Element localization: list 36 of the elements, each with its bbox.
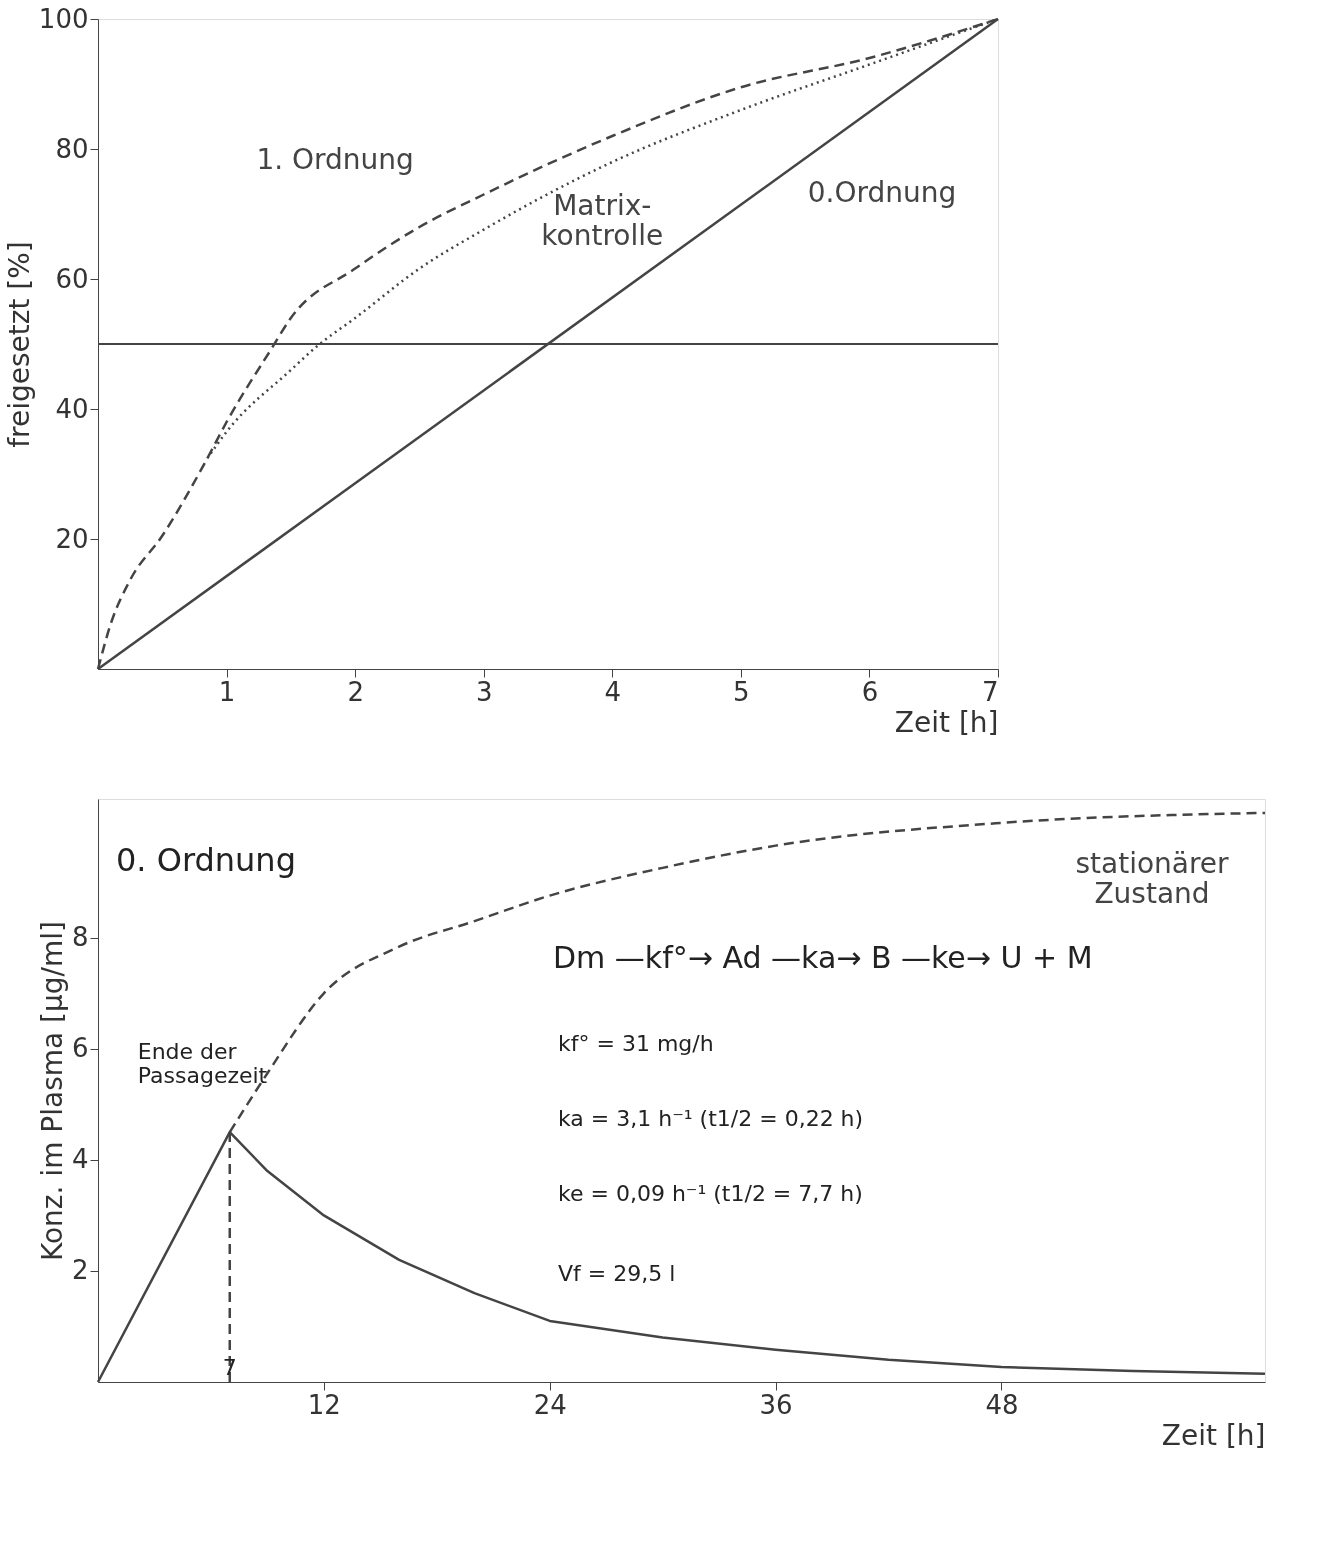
series-label: stationärer Zustand [1075, 846, 1230, 910]
x-tick-label: 1 [218, 676, 236, 707]
x-tick-label: 7 [981, 676, 999, 707]
y-tick-label: 80 [55, 133, 89, 164]
x-axis-title: Zeit [h] [894, 705, 999, 739]
y-tick-label: 20 [55, 523, 89, 554]
x-tick-label: 5 [733, 676, 750, 707]
annotation: ke = 0,09 h⁻¹ (t1/2 = 7,7 h) [558, 1181, 863, 1206]
x-tick-label: 2 [347, 676, 364, 707]
annotation: 7 [222, 1355, 237, 1380]
y-axis-title: freigesetzt [%] [2, 241, 36, 448]
x-tick-label: 24 [533, 1389, 567, 1420]
y-tick-label: 100 [38, 3, 89, 34]
annotation: Vf = 29,5 l [558, 1261, 676, 1286]
x-tick-label: 4 [604, 676, 622, 707]
y-tick-label: 6 [71, 1033, 89, 1064]
x-axis-title: Zeit [h] [1161, 1418, 1266, 1452]
x-tick-label: 36 [759, 1389, 793, 1420]
annotation: ka = 3,1 h⁻¹ (t1/2 = 0,22 h) [558, 1106, 864, 1131]
annotation: 0. Ordnung [116, 841, 296, 879]
y-tick-label: 40 [55, 393, 89, 424]
series-label: 1. Ordnung [256, 142, 414, 176]
y-tick-label: 4 [71, 1144, 89, 1175]
series-label: Matrix- kontrolle [541, 189, 664, 252]
annotation: Dm —kf°→ Ad —ka→ B —ke→ U + M [553, 940, 1093, 975]
x-tick-label: 48 [985, 1389, 1019, 1420]
y-tick-label: 8 [71, 922, 89, 953]
x-tick-label: 3 [475, 676, 493, 707]
y-tick-label: 60 [55, 263, 89, 294]
y-tick-label: 2 [71, 1255, 89, 1286]
x-tick-label: 12 [307, 1389, 341, 1420]
annotation: Ende der Passagezeit [137, 1039, 268, 1089]
annotation: kf° = 31 mg/h [558, 1031, 714, 1056]
x-tick-label: 6 [861, 676, 879, 707]
series-label: 0.Ordnung [807, 176, 957, 209]
y-axis-title: Konz. im Plasma [µg/ml] [35, 921, 69, 1261]
